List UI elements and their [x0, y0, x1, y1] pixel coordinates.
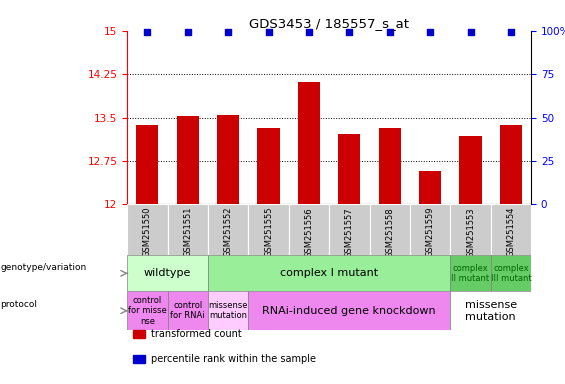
- Text: GSM251554: GSM251554: [506, 207, 515, 258]
- Point: [264, 30, 273, 36]
- Bar: [329, 204, 370, 255]
- Text: missense
mutation: missense mutation: [208, 301, 248, 321]
- Text: RNAi-induced gene knockdown: RNAi-induced gene knockdown: [263, 306, 436, 316]
- Bar: [298, 82, 320, 204]
- Point: [506, 30, 515, 36]
- Bar: [370, 204, 410, 255]
- Bar: [419, 171, 441, 204]
- Text: GSM251556: GSM251556: [305, 207, 314, 258]
- Point: [224, 30, 233, 36]
- Bar: [450, 204, 491, 255]
- Bar: [500, 124, 522, 204]
- Bar: [136, 124, 158, 204]
- Text: complex I mutant: complex I mutant: [280, 268, 378, 278]
- Text: GSM251558: GSM251558: [385, 207, 394, 258]
- Bar: [258, 128, 280, 204]
- Text: percentile rank within the sample: percentile rank within the sample: [151, 354, 316, 364]
- Bar: [459, 136, 481, 204]
- Text: GSM251557: GSM251557: [345, 207, 354, 258]
- Text: control
for misse
nse: control for misse nse: [128, 296, 167, 326]
- Bar: [217, 115, 239, 204]
- Text: complex
II mutant: complex II mutant: [451, 264, 489, 283]
- Bar: [491, 255, 531, 291]
- Bar: [450, 255, 491, 291]
- Bar: [338, 134, 360, 204]
- Bar: [289, 204, 329, 255]
- Text: wildtype: wildtype: [144, 268, 191, 278]
- Point: [345, 30, 354, 36]
- Bar: [379, 128, 401, 204]
- Point: [466, 30, 475, 36]
- Text: GSM251552: GSM251552: [224, 207, 233, 258]
- Text: GSM251555: GSM251555: [264, 207, 273, 258]
- Bar: [177, 116, 199, 204]
- Bar: [410, 204, 450, 255]
- Bar: [127, 204, 168, 255]
- Text: GSM251550: GSM251550: [143, 207, 152, 258]
- Text: control
for RNAi: control for RNAi: [171, 301, 205, 321]
- Point: [305, 30, 314, 36]
- Text: GSM251559: GSM251559: [425, 207, 434, 258]
- Bar: [127, 291, 168, 330]
- Point: [143, 30, 152, 36]
- Point: [183, 30, 192, 36]
- Text: transformed count: transformed count: [151, 329, 242, 339]
- Bar: [208, 204, 249, 255]
- Bar: [208, 255, 450, 291]
- Text: complex
III mutant: complex III mutant: [490, 264, 531, 283]
- Bar: [249, 204, 289, 255]
- Text: GSM251551: GSM251551: [183, 207, 192, 258]
- Bar: [249, 291, 450, 330]
- Bar: [450, 291, 531, 330]
- Bar: [208, 291, 249, 330]
- Text: missense
mutation: missense mutation: [464, 300, 517, 321]
- Text: genotype/variation: genotype/variation: [1, 263, 87, 272]
- Point: [425, 30, 434, 36]
- Text: protocol: protocol: [1, 300, 37, 310]
- Bar: [168, 204, 208, 255]
- Bar: [127, 255, 208, 291]
- Title: GDS3453 / 185557_s_at: GDS3453 / 185557_s_at: [249, 17, 409, 30]
- Bar: [491, 204, 531, 255]
- Bar: [168, 291, 208, 330]
- Point: [385, 30, 394, 36]
- Text: GSM251553: GSM251553: [466, 207, 475, 258]
